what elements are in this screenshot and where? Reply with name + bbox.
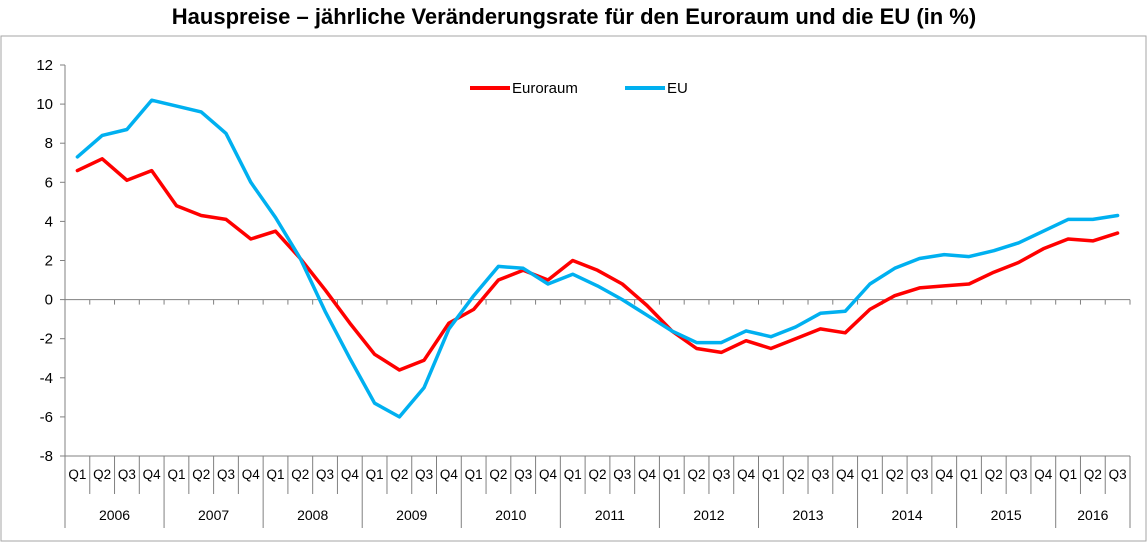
quarter-label: Q4 [143, 467, 162, 482]
quarter-label: Q3 [118, 467, 136, 482]
quarter-label: Q2 [886, 467, 904, 482]
quarter-label: Q2 [1084, 467, 1102, 482]
quarter-label: Q4 [737, 467, 756, 482]
quarter-label: Q1 [762, 467, 780, 482]
y-tick-label: 12 [36, 57, 53, 74]
quarter-label: Q1 [663, 467, 681, 482]
y-tick-label: -4 [40, 370, 53, 387]
quarter-label: Q3 [811, 467, 829, 482]
quarter-label: Q2 [93, 467, 111, 482]
quarter-label: Q4 [242, 467, 261, 482]
quarter-label: Q2 [985, 467, 1003, 482]
series-line-euroraum [75, 157, 1120, 372]
quarter-label: Q2 [787, 467, 805, 482]
y-tick-label: 8 [45, 135, 53, 152]
quarter-label: Q4 [836, 467, 855, 482]
axes: -8 -6 -4 -2 0 2 4 6 8 10 12 Q1 Q2 Q3 Q4 Q1 Q2 Q3 Q4 Q1 Q2 Q3 Q… [36, 57, 1131, 528]
y-tick-label: 10 [36, 96, 53, 113]
quarter-label: Q1 [366, 467, 384, 482]
y-tick-label: -6 [40, 409, 53, 426]
quarter-label: Q3 [217, 467, 235, 482]
series-line-eu [75, 98, 1120, 419]
y-tick-label: 0 [45, 292, 53, 309]
y-tick-label: 2 [45, 253, 53, 270]
quarter-label: Q2 [688, 467, 706, 482]
quarter-label: Q1 [465, 467, 483, 482]
year-label: 2014 [892, 507, 923, 523]
year-label: 2009 [396, 507, 427, 523]
quarter-label: Q1 [267, 467, 285, 482]
y-tick-label: -2 [40, 331, 53, 348]
quarter-label: Q3 [514, 467, 532, 482]
chart-title: Hauspreise – jährliche Veränderungsrate … [171, 4, 977, 29]
quarter-label: Q4 [539, 467, 558, 482]
quarter-label: Q3 [1109, 467, 1127, 482]
quarter-label: Q4 [1034, 467, 1053, 482]
quarter-label: Q3 [316, 467, 334, 482]
quarter-label: Q1 [960, 467, 978, 482]
year-label: 2012 [693, 507, 724, 523]
quarter-label: Q1 [68, 467, 86, 482]
year-label: 2013 [792, 507, 823, 523]
y-tick-label: -8 [40, 448, 53, 465]
legend-label-euroraum: Euroraum [512, 80, 578, 97]
quarter-label: Q3 [712, 467, 730, 482]
quarter-label: Q1 [564, 467, 582, 482]
quarter-label: Q1 [167, 467, 185, 482]
quarter-label: Q3 [613, 467, 631, 482]
quarter-label: Q3 [1010, 467, 1028, 482]
y-tick-label: 6 [45, 174, 53, 191]
year-label: 2006 [99, 507, 130, 523]
legend-label-eu: EU [667, 80, 688, 97]
year-label: 2016 [1077, 507, 1108, 523]
chart-frame [0, 35, 1147, 542]
year-label: 2010 [495, 507, 526, 523]
year-label: 2007 [198, 507, 229, 523]
quarter-label: Q2 [390, 467, 408, 482]
quarter-label: Q2 [192, 467, 210, 482]
quarter-label: Q2 [291, 467, 309, 482]
quarter-label: Q3 [910, 467, 928, 482]
quarter-label: Q1 [861, 467, 879, 482]
year-label: 2008 [297, 507, 328, 523]
year-label: 2015 [991, 507, 1022, 523]
quarter-label: Q2 [489, 467, 507, 482]
quarter-label: Q4 [935, 467, 954, 482]
quarter-label: Q3 [415, 467, 433, 482]
year-label: 2011 [595, 507, 625, 523]
y-tick-label: 4 [45, 213, 53, 230]
quarter-label: Q2 [588, 467, 606, 482]
series-lines [75, 98, 1120, 419]
quarter-label: Q1 [1059, 467, 1077, 482]
quarter-label: Q4 [440, 467, 459, 482]
quarter-label: Q4 [638, 467, 657, 482]
quarter-label: Q4 [341, 467, 360, 482]
legend: Euroraum EU [470, 80, 688, 97]
